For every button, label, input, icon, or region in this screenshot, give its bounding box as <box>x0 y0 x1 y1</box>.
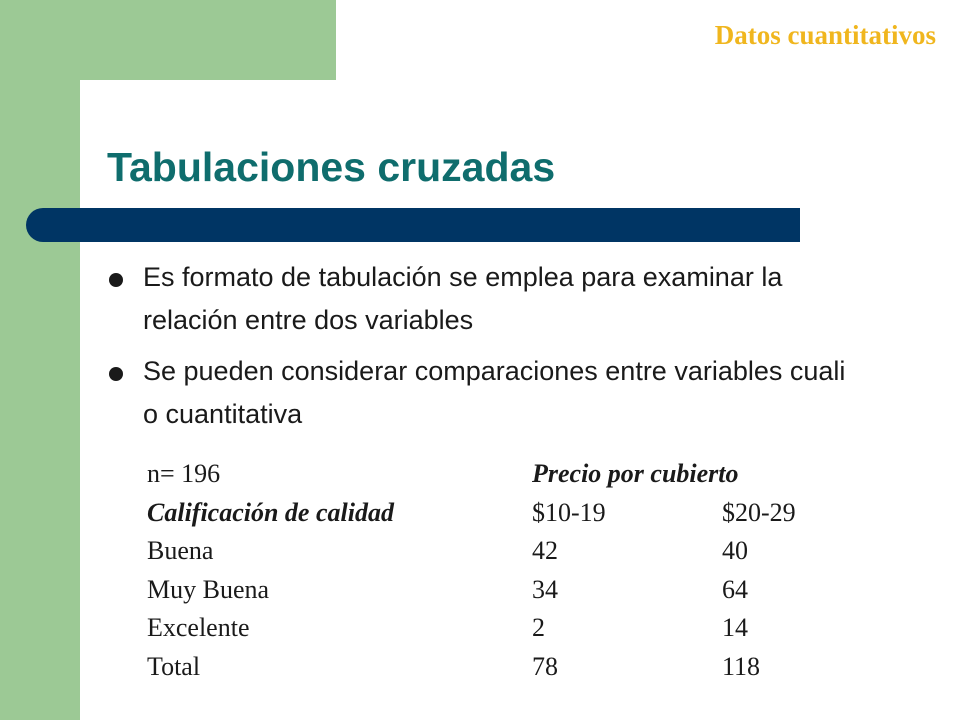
table-cell: 34 <box>532 574 558 604</box>
green-sidebar-decoration <box>0 0 80 720</box>
row-label: Buena <box>147 536 214 566</box>
bullet-dot-icon <box>109 367 123 381</box>
bullet-text: Es formato de tabulación se emplea para … <box>143 262 783 335</box>
table-cell: 118 <box>722 651 761 681</box>
column-header: $10-19 <box>532 497 606 527</box>
sample-size-label: n= 196 <box>147 459 221 488</box>
row-label: Excelente <box>147 613 250 643</box>
bullet-text: Se pueden considerar comparaciones entre… <box>143 356 846 429</box>
bullet-list: Es formato de tabulación se emplea para … <box>107 256 847 444</box>
row-header: Calificación de calidad <box>147 497 394 527</box>
table-cell: 2 <box>532 613 545 643</box>
table-cell: 64 <box>722 574 748 604</box>
table-cell: 40 <box>722 536 748 566</box>
column-group-header: Precio por cubierto <box>532 459 739 488</box>
row-label: Total <box>147 651 201 681</box>
table-cell: 78 <box>532 651 558 681</box>
table-row: Excelente 2 14 <box>147 609 847 648</box>
section-label: Datos cuantitativos <box>714 20 936 50</box>
slide-title: Tabulaciones cruzadas <box>107 144 556 190</box>
bullet-item: Es formato de tabulación se emplea para … <box>107 256 847 342</box>
table-total-row: Total 78 118 <box>147 648 847 687</box>
crosstab-table: n= 196 Precio por cubierto Calificación … <box>147 455 847 687</box>
table-row: Muy Buena 34 64 <box>147 571 847 610</box>
table-row: Buena 42 40 <box>147 532 847 571</box>
table-subheader-row: Calificación de calidad $10-19 $20-29 <box>147 494 847 533</box>
column-header: $20-29 <box>722 497 796 527</box>
row-label: Muy Buena <box>147 574 270 604</box>
green-top-decoration <box>0 0 336 80</box>
table-cell: 42 <box>532 536 558 566</box>
title-underline-bar <box>26 208 800 242</box>
bullet-dot-icon <box>109 273 123 287</box>
table-cell: 14 <box>722 613 748 643</box>
rounded-corner-decoration <box>80 80 200 200</box>
table-header-row: n= 196 Precio por cubierto <box>147 455 847 494</box>
bullet-item: Se pueden considerar comparaciones entre… <box>107 350 847 436</box>
